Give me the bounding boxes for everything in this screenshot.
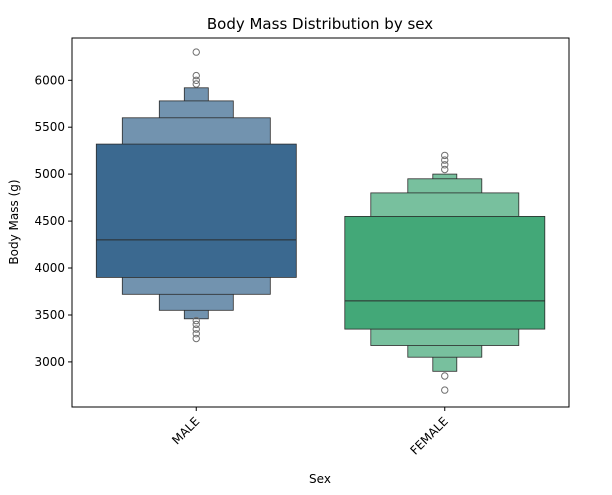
y-tick-label: 6000 (34, 73, 65, 87)
outlier-point (441, 386, 449, 394)
outlier-point (441, 372, 449, 380)
boxen-male (95, 48, 297, 343)
outlier-point (192, 330, 200, 338)
x-axis-title: Sex (309, 472, 331, 486)
box-level-1 (95, 143, 297, 278)
y-tick-label: 5500 (34, 120, 65, 134)
outlier-point (192, 48, 200, 56)
y-axis-title: Body Mass (g) (7, 179, 21, 264)
y-tick-label: 3500 (34, 308, 65, 322)
box-level-1 (344, 215, 546, 330)
boxen-female (344, 151, 546, 394)
chart-title: Body Mass Distribution by sex (207, 15, 433, 33)
outlier-point (192, 76, 200, 85)
y-tick-label: 4000 (34, 261, 65, 275)
plot-frame (71, 37, 570, 408)
outlier-point (441, 161, 449, 169)
outlier-point (192, 71, 200, 80)
outlier-point (192, 320, 200, 329)
outlier-point (192, 325, 200, 333)
outlier-point (441, 151, 449, 160)
outlier-point (192, 80, 200, 88)
outlier-point (192, 316, 200, 325)
plot-area (95, 48, 546, 394)
y-tick-label: 5000 (34, 167, 65, 181)
outlier-point (441, 156, 449, 164)
y-tick-label: 3000 (34, 355, 65, 369)
outlier-point (192, 334, 200, 343)
outlier-point (441, 165, 449, 174)
y-tick-label: 4500 (34, 214, 65, 228)
